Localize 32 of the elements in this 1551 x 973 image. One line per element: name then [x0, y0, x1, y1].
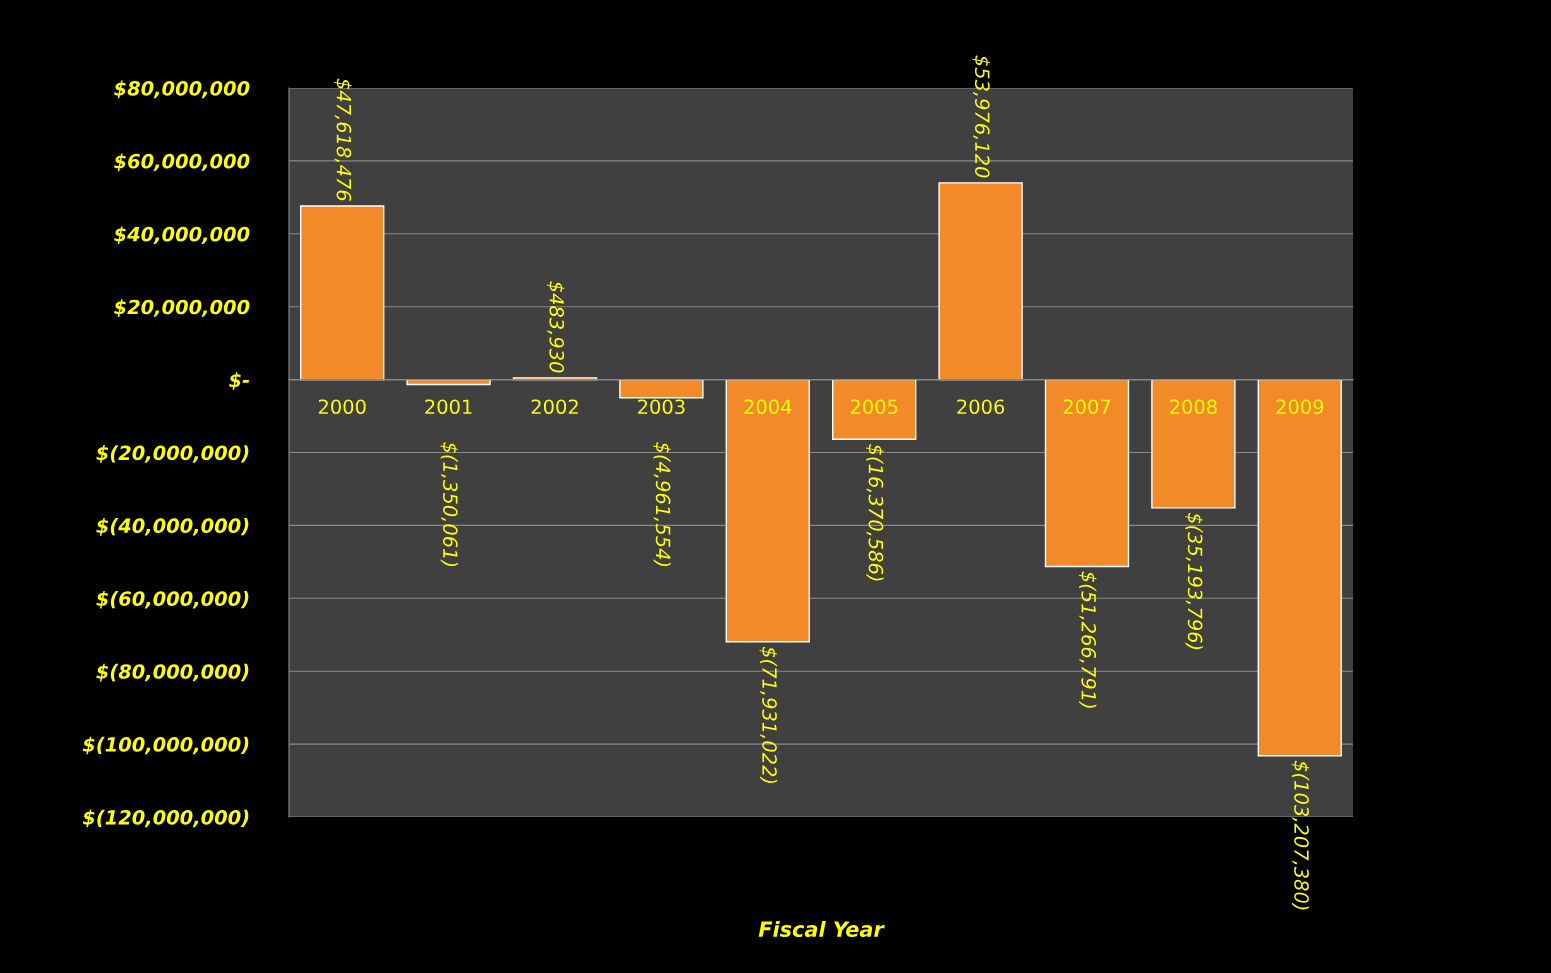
data-label: $(1,350,061) [440, 442, 459, 567]
y-tick-label: $80,000,000 [114, 80, 250, 99]
y-tick-label: $(40,000,000) [96, 518, 249, 536]
data-label: $47,618,476 [333, 78, 352, 201]
y-tick-label: $- [229, 372, 250, 390]
data-label: $483,930 [546, 281, 565, 373]
data-label: $(35,193,796) [1185, 512, 1203, 650]
data-label: $(51,266,791) [1078, 571, 1097, 708]
x-tick-label: 2008 [1170, 399, 1217, 415]
y-tick-label: $(80,000,000) [96, 663, 249, 682]
data-label: $(103,207,380) [1291, 760, 1310, 910]
x-tick-label: 2007 [1063, 399, 1111, 415]
x-tick-label: 2000 [318, 399, 366, 415]
x-axis-title: Fiscal Year [758, 920, 885, 938]
x-tick-label: 2002 [531, 399, 578, 415]
y-tick-label: $60,000,000 [114, 153, 250, 172]
y-tick-label: $(100,000,000) [82, 736, 249, 755]
x-tick-label: 2009 [1276, 399, 1324, 415]
y-tick-label: $40,000,000 [114, 226, 250, 245]
data-label: $(71,931,022) [759, 646, 778, 784]
x-tick-label: 2004 [744, 399, 792, 415]
y-tick-label: $(120,000,000) [82, 809, 249, 828]
x-tick-label: 2003 [638, 399, 685, 415]
x-tick-label: 2005 [850, 399, 898, 415]
y-tick-label: $(20,000,000) [96, 445, 249, 463]
data-label: $(16,370,586) [865, 444, 884, 581]
data-label: $53,976,120 [972, 55, 991, 178]
y-tick-label: $(60,000,000) [96, 590, 249, 609]
x-tick-label: 2001 [425, 399, 472, 415]
x-tick-label: 2006 [957, 399, 1005, 415]
data-label: $(4,961,554) [653, 442, 671, 567]
y-tick-label: $20,000,000 [114, 299, 250, 317]
